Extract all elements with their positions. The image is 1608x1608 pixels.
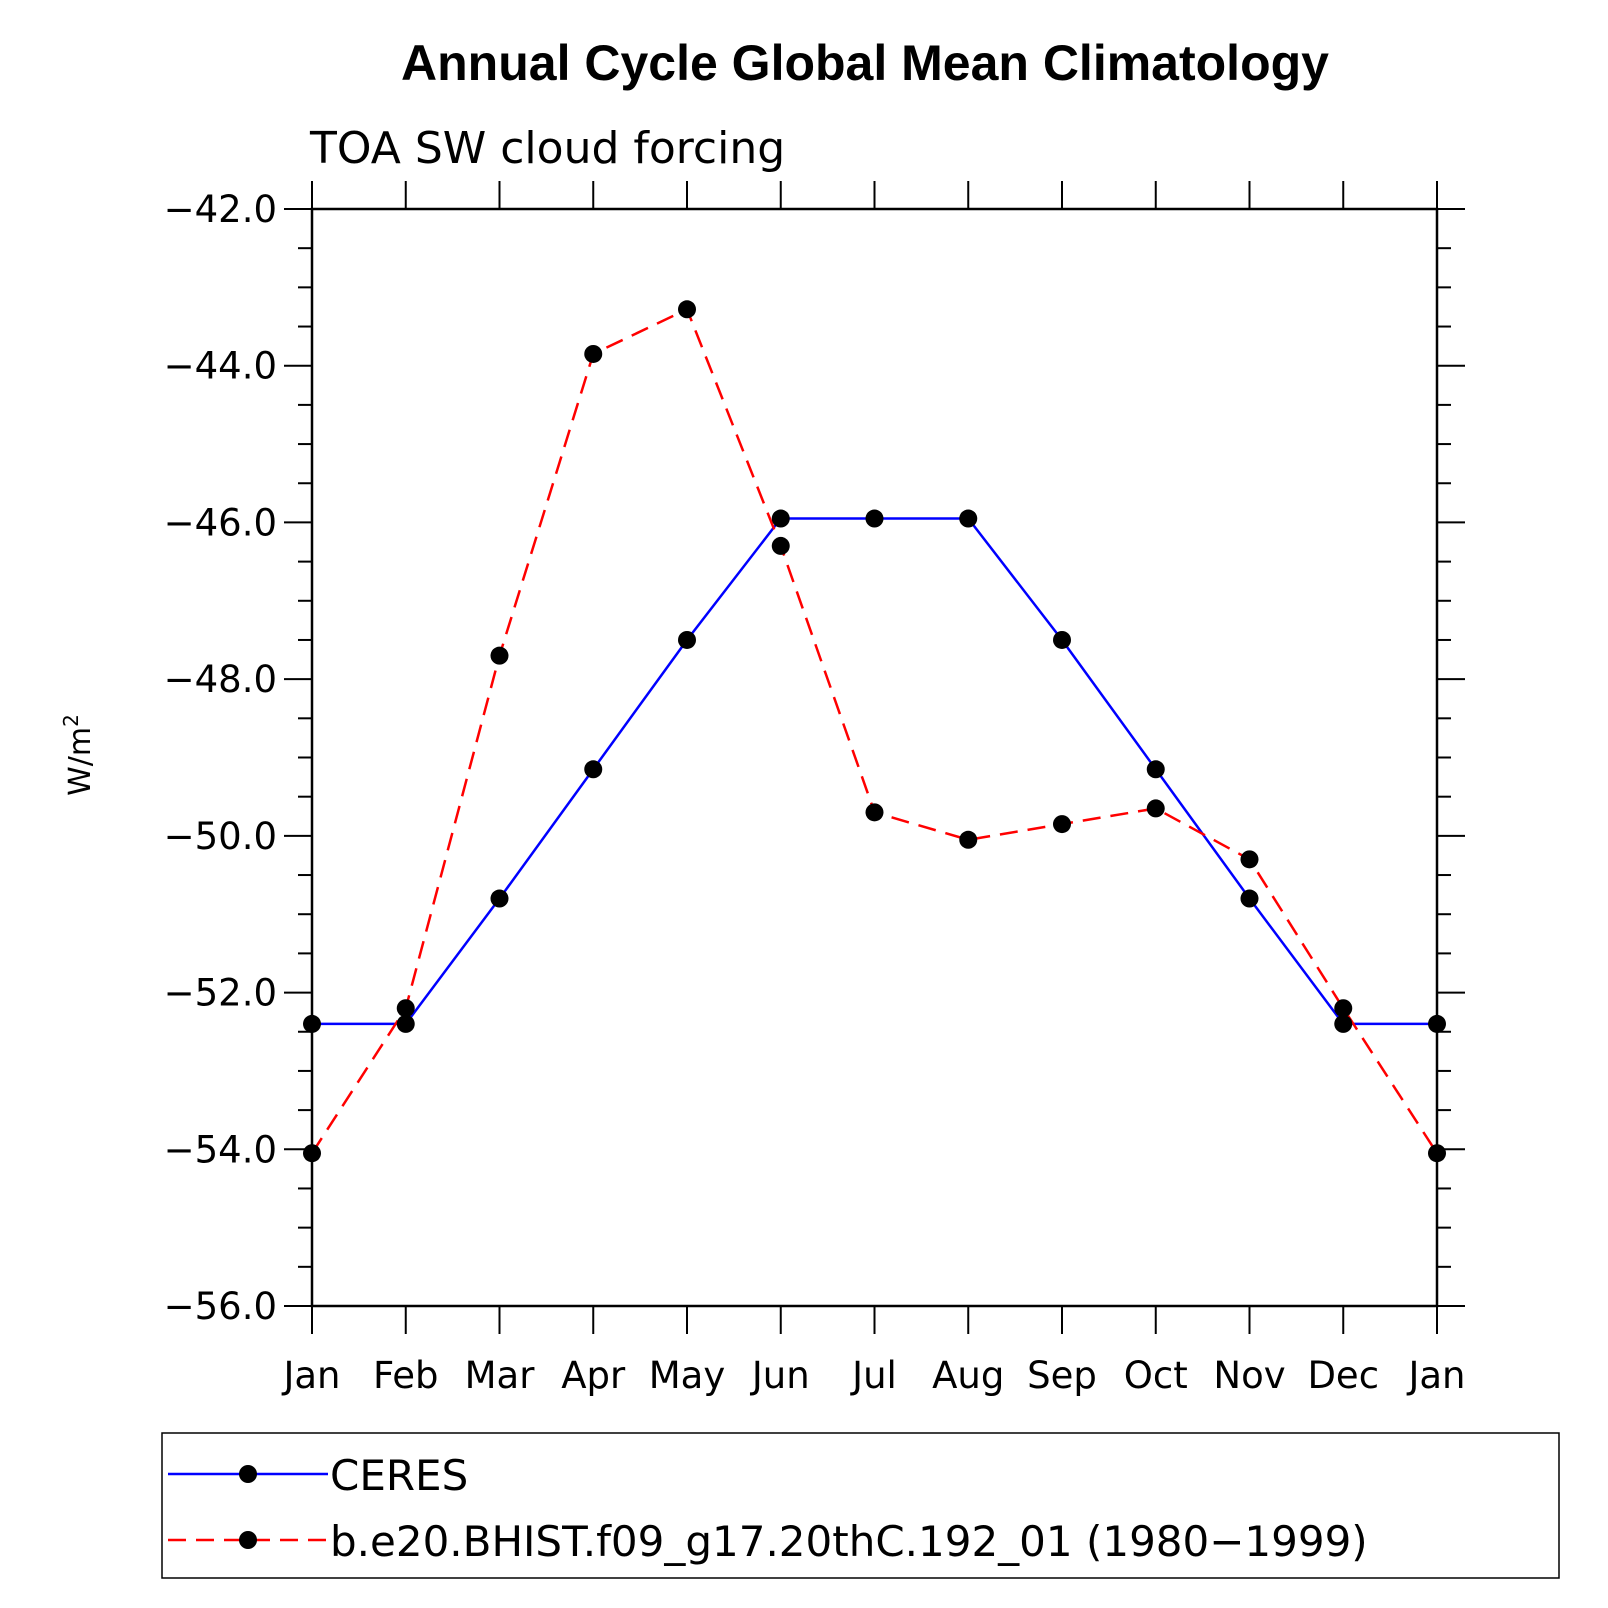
y-tick-label: −50.0 bbox=[164, 815, 277, 858]
series-1-point bbox=[1334, 999, 1353, 1018]
y-axis-label: W/m2 bbox=[59, 714, 98, 796]
y-axis-tick-labels: −56.0 −54.0 −52.0 −50.0 −48.0 −46.0 −44.0 −42.0 bbox=[164, 188, 277, 1328]
series-1-point bbox=[1240, 850, 1259, 869]
series-1-point bbox=[678, 300, 696, 319]
series-line-0 bbox=[312, 517, 1437, 1026]
x-tick-label: Mar bbox=[465, 1354, 536, 1397]
x-tick-label: Jun bbox=[750, 1354, 810, 1397]
series-1-point bbox=[396, 999, 415, 1018]
series-0-point bbox=[678, 630, 696, 649]
y-axis-label-text: W/m bbox=[63, 727, 98, 796]
legend-label-model: b.e20.BHIST.f09_g17.20thC.192_01 (1980−1… bbox=[330, 1517, 1368, 1566]
series-1-point bbox=[771, 536, 790, 555]
x-axis-tick-labels: Jan Feb Mar Apr May Jun Jul Aug Sep Oct Nov Dec Jan bbox=[281, 1354, 1465, 1397]
y-tick-label: −44.0 bbox=[164, 345, 277, 388]
y-tick-label: −48.0 bbox=[164, 658, 277, 701]
series-1-point bbox=[865, 803, 884, 822]
series-line-1 bbox=[310, 308, 1439, 1154]
series-0-point bbox=[490, 889, 509, 908]
series-0-point bbox=[865, 509, 884, 528]
series-layer bbox=[303, 300, 1446, 1163]
series-1-point bbox=[959, 830, 978, 849]
x-tick-label: Dec bbox=[1307, 1354, 1379, 1397]
x-tick-label: Sep bbox=[1027, 1354, 1097, 1397]
series-0-point bbox=[396, 1014, 415, 1033]
chart-subtitle: TOA SW cloud forcing bbox=[309, 123, 785, 174]
series-1-point bbox=[1146, 799, 1165, 818]
legend: CERES b.e20.BHIST.f09_g17.20thC.192_01 (… bbox=[161, 1432, 1560, 1579]
series-1-point bbox=[1053, 815, 1071, 834]
series-1-point bbox=[584, 344, 603, 363]
x-tick-label: Feb bbox=[373, 1354, 439, 1397]
series-0-point bbox=[1334, 1014, 1353, 1033]
y-tick-label: −46.0 bbox=[164, 501, 277, 544]
legend-box bbox=[161, 1432, 1560, 1579]
series-1-point bbox=[303, 1144, 321, 1163]
plot-frame bbox=[310, 207, 1439, 1308]
legend-label-ceres: CERES bbox=[330, 1451, 468, 1500]
x-tick-label: Nov bbox=[1213, 1354, 1285, 1397]
y-axis-label-superscript: 2 bbox=[59, 714, 83, 727]
series-0-point bbox=[1053, 630, 1071, 649]
series-1-point bbox=[490, 646, 509, 665]
x-tick-label: May bbox=[649, 1354, 726, 1397]
series-0-point bbox=[303, 1014, 321, 1033]
x-axis-ticks bbox=[311, 181, 1438, 1334]
legend-marker-ceres bbox=[239, 1465, 257, 1483]
legend-marker-model bbox=[239, 1531, 257, 1549]
x-tick-label: Oct bbox=[1124, 1354, 1188, 1397]
x-tick-label: Apr bbox=[561, 1354, 626, 1397]
series-0-point bbox=[959, 509, 978, 528]
y-axis-ticks bbox=[284, 208, 1465, 1307]
y-tick-label: −54.0 bbox=[164, 1128, 277, 1171]
chart-title: Annual Cycle Global Mean Climatology bbox=[401, 35, 1329, 91]
y-tick-label: −52.0 bbox=[164, 972, 277, 1015]
series-0-point bbox=[771, 509, 790, 528]
y-tick-label: −42.0 bbox=[164, 188, 277, 231]
series-0-point bbox=[1428, 1014, 1446, 1033]
x-tick-label: Jan bbox=[281, 1354, 340, 1397]
plot-area: −56.0 −54.0 −52.0 −50.0 −48.0 −46.0 −44.0 −42.0… bbox=[164, 181, 1466, 1397]
x-tick-label: Jan bbox=[1406, 1354, 1465, 1397]
series-0-point bbox=[584, 760, 603, 779]
y-tick-label: −56.0 bbox=[164, 1285, 277, 1328]
x-tick-label: Aug bbox=[932, 1354, 1004, 1397]
series-1-point bbox=[1428, 1144, 1446, 1163]
series-0-point bbox=[1240, 889, 1259, 908]
series-0-point bbox=[1146, 760, 1165, 779]
x-tick-label: Jul bbox=[850, 1354, 897, 1397]
